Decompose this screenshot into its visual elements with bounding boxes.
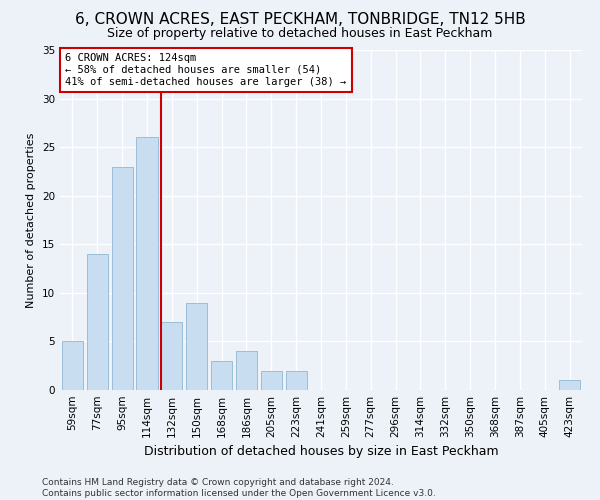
Bar — [136, 138, 158, 390]
Bar — [87, 254, 108, 390]
Bar — [161, 322, 182, 390]
Text: Contains HM Land Registry data © Crown copyright and database right 2024.
Contai: Contains HM Land Registry data © Crown c… — [42, 478, 436, 498]
Bar — [62, 342, 83, 390]
X-axis label: Distribution of detached houses by size in East Peckham: Distribution of detached houses by size … — [143, 446, 499, 458]
Bar — [261, 370, 282, 390]
Bar — [186, 302, 207, 390]
Bar — [236, 351, 257, 390]
Text: 6 CROWN ACRES: 124sqm
← 58% of detached houses are smaller (54)
41% of semi-deta: 6 CROWN ACRES: 124sqm ← 58% of detached … — [65, 54, 346, 86]
Text: 6, CROWN ACRES, EAST PECKHAM, TONBRIDGE, TN12 5HB: 6, CROWN ACRES, EAST PECKHAM, TONBRIDGE,… — [74, 12, 526, 28]
Text: Size of property relative to detached houses in East Peckham: Size of property relative to detached ho… — [107, 28, 493, 40]
Bar — [286, 370, 307, 390]
Y-axis label: Number of detached properties: Number of detached properties — [26, 132, 37, 308]
Bar — [211, 361, 232, 390]
Bar — [112, 166, 133, 390]
Bar — [559, 380, 580, 390]
